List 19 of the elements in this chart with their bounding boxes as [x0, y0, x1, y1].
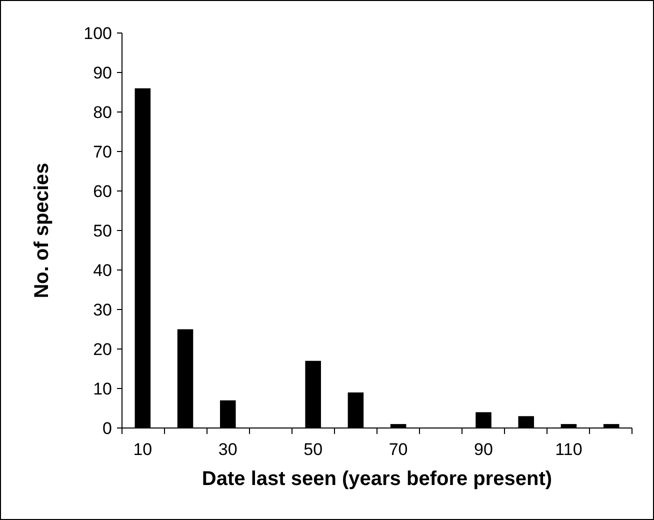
y-tick-label: 0	[102, 418, 112, 438]
x-tick-label: 30	[218, 440, 238, 459]
x-axis-title: Date last seen (years before present)	[202, 468, 552, 490]
x-tick-label: 10	[133, 440, 152, 459]
y-tick-label: 90	[93, 63, 112, 82]
y-tick-label: 10	[93, 379, 112, 398]
x-tick-label: 50	[304, 440, 323, 459]
y-tick-label: 40	[93, 260, 112, 280]
y-axis-title: No. of species	[31, 162, 53, 298]
y-tick-label: 60	[93, 182, 112, 201]
x-tick-label: 110	[555, 440, 582, 459]
y-tick-label: 50	[93, 221, 112, 240]
y-tick-label: 70	[93, 142, 112, 162]
y-tick-label: 100	[84, 24, 112, 43]
x-tick-label: 70	[388, 440, 408, 459]
y-tick-label: 30	[93, 300, 112, 320]
y-tick-label: 80	[93, 102, 112, 122]
x-tick-label: 90	[474, 440, 493, 459]
y-tick-label: 20	[93, 340, 112, 359]
